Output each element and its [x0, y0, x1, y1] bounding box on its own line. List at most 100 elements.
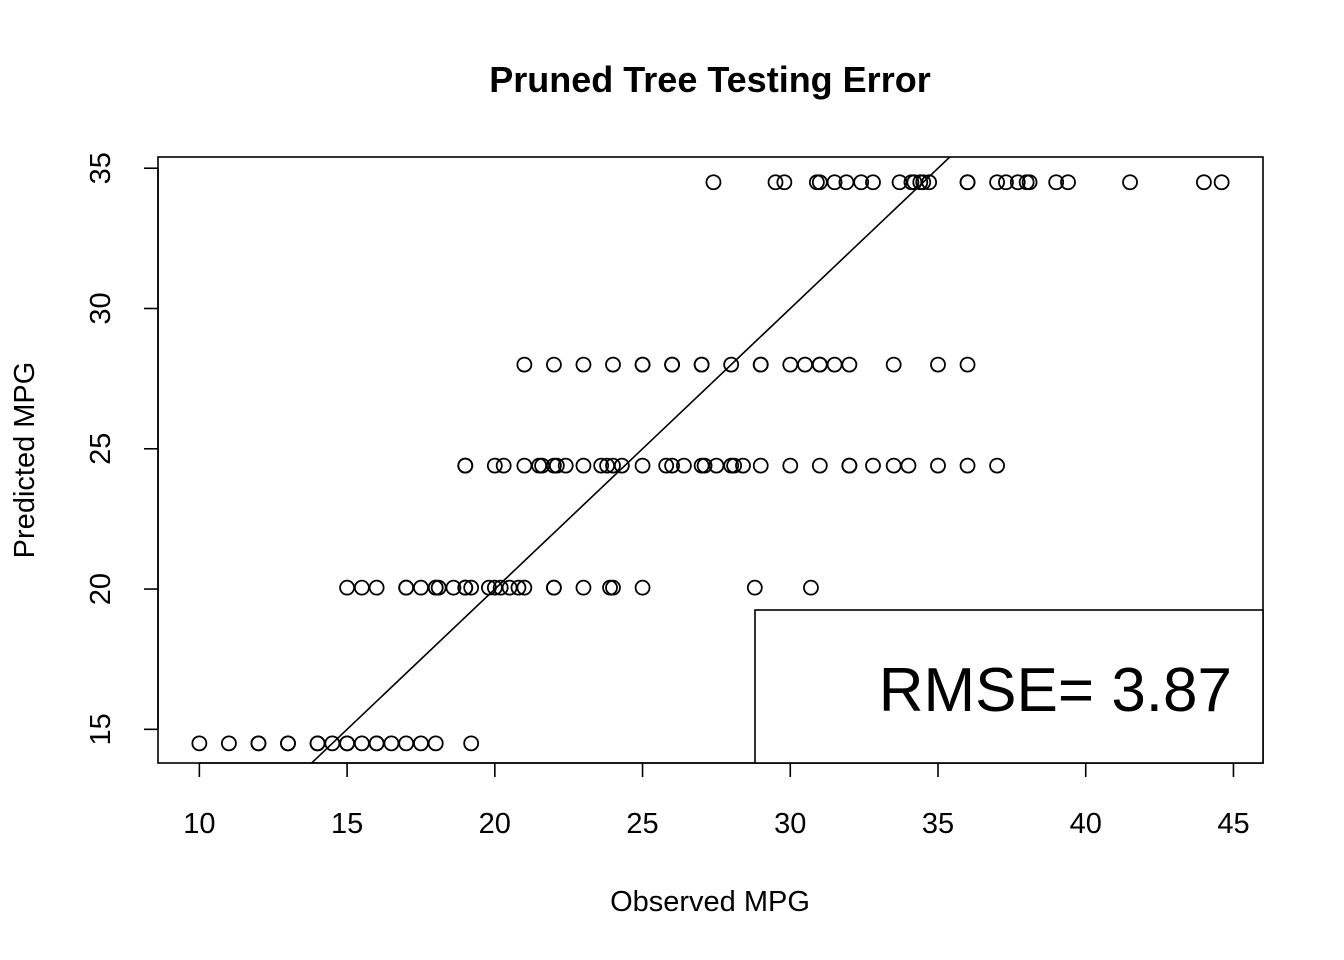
data-point [1021, 174, 1038, 191]
data-point [705, 174, 722, 191]
data-point [998, 174, 1014, 191]
data-point [495, 457, 512, 474]
data-point [752, 457, 769, 474]
data-point [989, 457, 1005, 474]
y-tick-label: 25 [85, 433, 117, 465]
data-point [516, 356, 533, 373]
data-point [593, 457, 610, 474]
data-point [457, 457, 474, 474]
x-tick-label: 20 [479, 808, 511, 840]
data-point [481, 579, 497, 596]
data-point [797, 356, 813, 373]
y-tick-label: 15 [85, 713, 117, 745]
data-point [811, 356, 828, 373]
x-tick-label: 15 [331, 808, 363, 840]
data-point [782, 457, 799, 474]
chart-title: Pruned Tree Testing Error [489, 59, 930, 100]
data-point [634, 457, 651, 474]
plot-frame [157, 156, 1264, 764]
data-point [427, 735, 444, 752]
data-point [605, 356, 621, 373]
data-point [865, 174, 881, 191]
data-point [548, 457, 565, 474]
data-point [398, 735, 415, 752]
x-tick-label: 30 [774, 808, 806, 840]
data-point [546, 579, 562, 596]
data-point [693, 356, 710, 373]
data-point [339, 735, 355, 752]
data-point [605, 579, 621, 596]
data-point [900, 457, 917, 474]
plot-area: 10 15 20 25 30 35 40 45 15 20 25 30 35 RMSE= 3.87 [85, 152, 1264, 840]
data-point [776, 174, 793, 191]
data-point [575, 356, 592, 373]
x-tick-label: 45 [1217, 808, 1249, 840]
data-point [634, 356, 651, 373]
data-point [752, 356, 769, 373]
data-point [664, 457, 680, 474]
data-point [989, 174, 1005, 191]
data-point [398, 579, 415, 596]
data-point [339, 579, 355, 596]
data-point [575, 579, 592, 596]
legend-box [754, 609, 1264, 764]
data-point [463, 579, 480, 596]
data-point [516, 457, 533, 474]
data-point [865, 457, 881, 474]
data-point [280, 735, 296, 752]
data-point [613, 457, 630, 474]
data-point [463, 735, 480, 752]
data-point [191, 735, 208, 752]
data-point [353, 579, 370, 596]
reference-line [310, 157, 951, 763]
data-point [445, 579, 462, 596]
data-point [930, 457, 946, 474]
data-point [368, 579, 385, 596]
data-point [634, 579, 651, 596]
data-point [664, 356, 680, 373]
data-point [492, 579, 509, 596]
x-tick-label: 40 [1070, 808, 1102, 840]
data-point [221, 735, 237, 752]
data-point [746, 579, 763, 596]
data-point [723, 356, 740, 373]
data-point [803, 579, 819, 596]
data-point [309, 735, 326, 752]
data-point [959, 457, 976, 474]
data-point [250, 735, 267, 752]
data-point [726, 457, 743, 474]
y-tick-label: 20 [85, 573, 117, 605]
y-tick-label: 35 [85, 152, 117, 184]
data-point [921, 174, 938, 191]
data-point [1048, 174, 1065, 191]
data-point [915, 174, 932, 191]
data-point [1060, 174, 1076, 191]
data-point [853, 174, 870, 191]
data-point [841, 356, 858, 373]
data-point [696, 457, 713, 474]
data-point [1196, 174, 1212, 191]
y-axis-label: Predicted MPG [9, 362, 41, 559]
data-point [413, 735, 429, 752]
data-point [575, 457, 592, 474]
legend-text: RMSE= 3.87 [879, 656, 1232, 725]
data-point [353, 735, 370, 752]
data-point [959, 356, 976, 373]
data-point [486, 457, 503, 474]
data-point [826, 356, 843, 373]
x-axis-label: Observed MPG [610, 886, 810, 918]
x-tick-label: 25 [626, 808, 658, 840]
data-point [841, 457, 858, 474]
x-tick-label: 35 [922, 808, 954, 840]
data-point [383, 735, 400, 752]
data-point [1122, 174, 1138, 191]
data-point [885, 457, 902, 474]
data-point [782, 356, 799, 373]
data-point [510, 579, 527, 596]
data-point [826, 174, 843, 191]
data-point [658, 457, 675, 474]
x-tick-label: 10 [183, 808, 215, 840]
data-point [676, 457, 692, 474]
data-point [1009, 174, 1026, 191]
